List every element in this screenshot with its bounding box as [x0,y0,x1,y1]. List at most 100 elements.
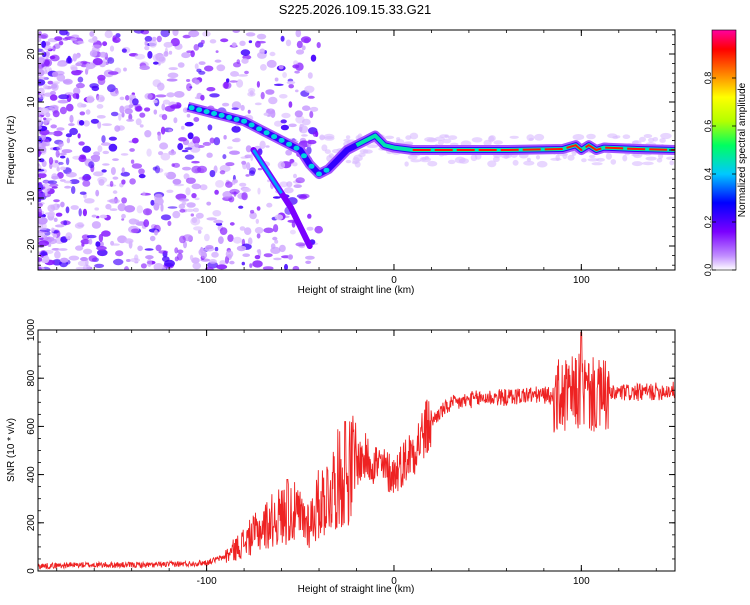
spectrogram-cell [102,163,110,166]
spectrogram-cell [362,149,373,154]
spectrogram-cell [38,62,45,69]
spectrogram-cell [448,135,458,141]
spectrogram-cell [244,70,249,75]
spectrogram-cell [274,120,283,127]
spectrogram-cell [426,138,438,143]
spectrogram-cell [195,212,204,219]
spectrogram-cell [205,245,214,250]
spectrogram-cell [366,144,379,149]
spectrogram-cell [250,152,254,162]
spectrogram-cell [52,233,58,238]
spectrogram-cell [274,239,279,244]
spectrogram-cell [74,54,80,59]
spectrogram-cell [591,162,603,166]
spectrogram-cell [205,266,214,270]
spectrogram-cell [182,166,192,171]
spectrogram-cell [631,161,643,167]
spectrogram-cell [83,198,95,204]
spectrogram-cell [108,143,118,152]
spectrogram-cell [231,42,237,47]
spectrogram-cell [241,192,248,201]
spectrogram-cell [571,150,577,156]
spectrogram-cell [260,91,265,100]
spectrogram-cell [279,244,286,253]
spectrogram-cell [266,202,273,208]
spectrogram-cell [129,178,136,185]
spectrogram-cell [140,263,147,269]
spectrogram-cell [154,229,158,236]
spectrogram-cell [345,159,352,164]
spectrogram-cell [38,232,45,238]
spectrogram-cell [226,78,230,83]
spectrogram-cell [178,203,186,209]
spectrogram-ylabel: Frequency (Hz) [6,116,17,185]
spectrogram-cell [285,149,293,156]
spectrogram-cell [230,71,239,77]
spectrogram-cell [159,142,169,150]
spectrogram-cell [52,81,60,85]
spectrogram-cell [263,253,273,258]
spectrogram-cell [140,192,151,196]
spectrogram-cell [172,162,180,168]
spectrogram-cell [279,94,288,99]
spectrogram-cell [110,167,116,175]
spectrogram-cell [174,256,179,262]
spectrogram-cell [174,247,179,254]
spectrogram-cell [303,37,310,44]
spectrogram-cell [38,192,42,198]
spectrogram-cell [281,112,291,119]
spectrogram-cell [134,53,146,60]
spectrogram-cell [43,84,48,90]
spectrogram-cell [63,220,68,226]
spectrogram-cell [236,245,247,252]
spectrogram-cell [82,208,87,217]
spectrogram-cell [240,49,251,56]
snr-series-line [38,331,675,570]
spectrogram-cell [193,207,199,213]
ridge-node [241,118,248,124]
spectrogram-cell [101,123,112,126]
branch-core [252,149,283,195]
spectrogram-cell [283,187,294,194]
spectrogram-cell [131,163,143,169]
ridge-node [278,137,285,143]
spectrogram-cell [292,162,298,167]
spectrogram-cell [256,233,261,239]
spectrogram-cell [43,117,47,121]
spectrogram-cell [139,65,150,70]
spectrogram-cell [128,218,138,225]
spectrogram-cell [38,266,42,270]
spectrogram-cell [179,208,186,213]
spectrogram-cell [52,259,63,266]
spectrogram-cell [280,35,285,42]
spectrogram-cell [588,154,596,159]
spectrogram-cell [266,59,277,68]
spectrogram-cell [343,138,351,142]
spectrogram-cell [198,61,206,65]
spectrogram-cell [157,82,165,91]
spectrogram-cell [198,248,206,257]
spectrogram-cell [66,137,71,144]
spectrogram-cell [194,63,199,70]
spectrogram-cell [135,105,143,112]
spectrogram-cell [69,127,78,136]
spectrogram-cell [209,39,217,44]
spectrogram-cell [114,125,121,132]
spectrogram-cell [95,241,101,248]
x-tick-label: 0 [391,275,397,286]
spectrogram-cell [40,251,48,256]
spectrogram-cell [121,197,127,204]
spectrogram-cell [274,77,279,82]
spectrogram-cell [177,249,184,254]
colorbar: 0.0 0.2 0.4 0.6 0.8 Normalized spectral ampl… [703,29,748,276]
spectrogram-cell [52,45,56,52]
spectrogram-cell [44,41,51,46]
spectrogram-cell [44,236,55,242]
spectrogram-cell [59,30,68,36]
spectrogram-cell [409,132,419,140]
spectrogram-cell [86,62,90,71]
spectrogram-cell [68,123,75,127]
spectrogram-cell [257,51,267,59]
spectrogram-cell [270,243,276,250]
spectrogram-cell [229,80,238,83]
